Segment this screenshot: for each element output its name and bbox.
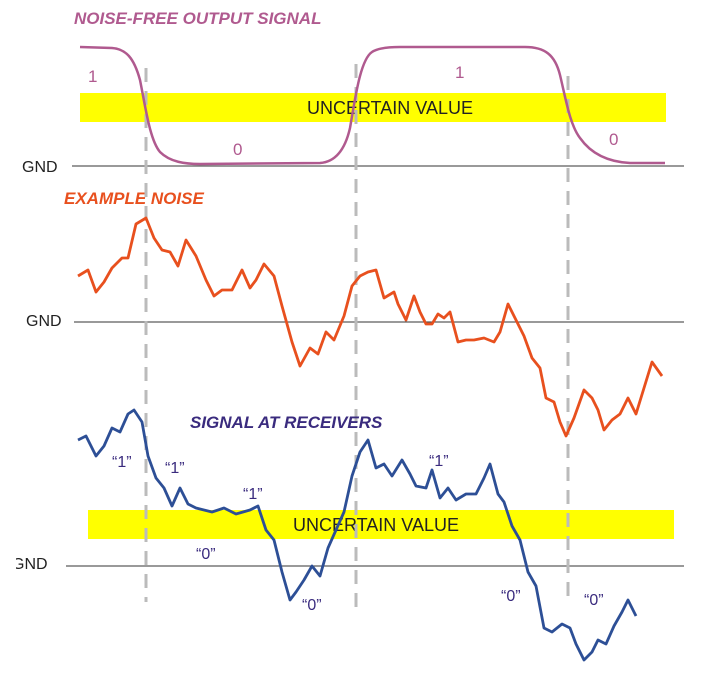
receiver-label-1d: “1” bbox=[429, 453, 449, 470]
receiver-wave bbox=[77, 408, 638, 662]
noise-wave bbox=[77, 216, 664, 438]
receiver-title: SIGNAL AT RECEIVERS bbox=[190, 413, 383, 432]
receiver-label-0d: “0” bbox=[584, 592, 604, 609]
clean-level-1b: 1 bbox=[455, 63, 465, 82]
receiver-label-0c: “0” bbox=[501, 588, 521, 605]
receiver-label-0a: “0” bbox=[196, 546, 216, 563]
uncertain-band-bottom bbox=[88, 510, 674, 539]
receiver-label-1c: “1” bbox=[243, 486, 263, 503]
clean-level-1a: 1 bbox=[88, 67, 98, 86]
gnd-label-top: GND bbox=[22, 159, 58, 176]
noise-title: EXAMPLE NOISE bbox=[64, 189, 204, 208]
gnd-label-bottom: GND bbox=[16, 556, 48, 573]
clean-signal-wave bbox=[79, 45, 665, 166]
uncertain-label-bottom: UNCERTAIN VALUE bbox=[292, 515, 460, 535]
clean-level-0a: 0 bbox=[233, 140, 243, 159]
receiver-label-1a: “1” bbox=[112, 454, 132, 471]
clean-signal-title: NOISE-FREE OUTPUT SIGNAL bbox=[74, 9, 322, 28]
uncertain-label-top: UNCERTAIN VALUE bbox=[306, 98, 474, 118]
clean-level-0b: 0 bbox=[609, 130, 619, 149]
receiver-label-0b: “0” bbox=[302, 597, 322, 614]
gnd-label-middle: GND bbox=[26, 313, 62, 330]
receiver-label-1b: “1” bbox=[165, 460, 185, 477]
